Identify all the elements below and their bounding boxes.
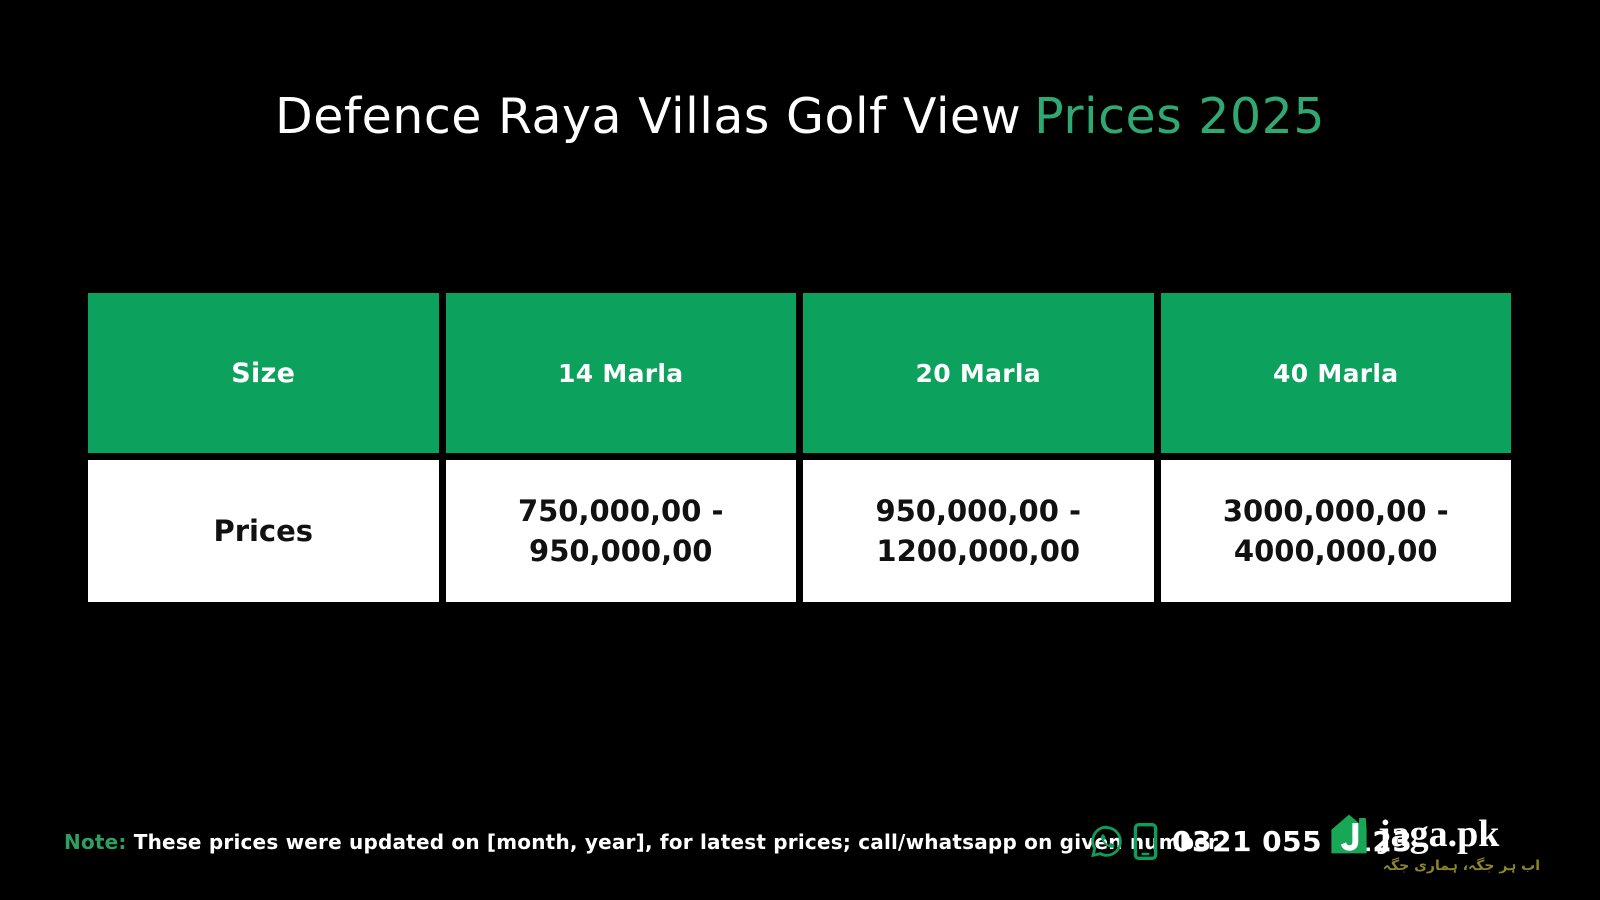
- table-header-size: Size: [88, 293, 439, 453]
- price-range-line: 750,000,00 -: [517, 493, 724, 528]
- logo-tagline: اب ہر جگہ، ہماری جگہ: [1382, 858, 1540, 874]
- table-cell-price-40-marla: 3000,000,00 - 4000,000,00: [1160, 460, 1511, 602]
- jaga-logo: jaga.pk اب ہر جگہ، ہماری جگہ: [1328, 812, 1540, 874]
- footer-note-text: These prices were updated on [month, yea…: [133, 830, 1224, 854]
- price-range-line: 4000,000,00: [1233, 534, 1438, 568]
- contact-block: 0321 055 0123: [1088, 822, 1412, 861]
- page-title-main: Defence Raya Villas Golf View: [274, 88, 1022, 145]
- footer-note: Note: These prices were updated on [mont…: [64, 830, 1223, 854]
- house-logo-icon: [1328, 812, 1370, 856]
- phone-number: 0321 055 0123: [1172, 825, 1413, 858]
- table-row-label-prices: Prices: [88, 460, 439, 602]
- price-range-line: 1200,000,00: [876, 534, 1081, 568]
- price-range-line: 950,000,00: [529, 534, 713, 568]
- table-cell-price-14-marla: 750,000,00 - 950,000,00: [445, 460, 796, 602]
- page-title-highlight: Prices 2025: [1034, 88, 1326, 145]
- table-header-20-marla: 20 Marla: [803, 293, 1154, 453]
- whatsapp-icon: [1088, 823, 1125, 860]
- table-header-14-marla: 14 Marla: [445, 293, 796, 453]
- table-header-40-marla: 40 Marla: [1160, 293, 1511, 453]
- price-table: Size 14 Marla 20 Marla 40 Marla Prices 7…: [88, 293, 1511, 602]
- table-cell-price-20-marla: 950,000,00 - 1200,000,00: [803, 460, 1154, 602]
- price-range-line: 950,000,00 -: [875, 493, 1082, 528]
- footer-note-label: Note:: [64, 830, 127, 854]
- mobile-phone-icon: [1133, 822, 1158, 861]
- logo-wordmark: jaga.pk: [1378, 813, 1500, 856]
- price-range-line: 3000,000,00 -: [1222, 493, 1449, 528]
- page-title: Defence Raya Villas Golf View Prices 2025: [0, 88, 1600, 145]
